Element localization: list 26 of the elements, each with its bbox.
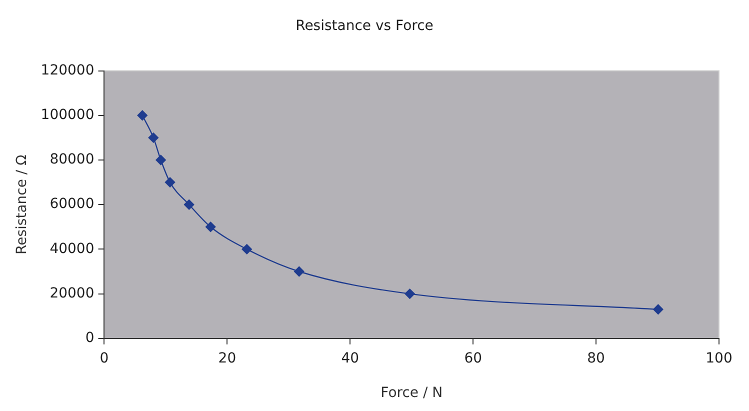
point — [137, 110, 148, 120]
point — [242, 244, 252, 254]
point — [294, 266, 304, 277]
point — [164, 177, 176, 188]
y-tick-label: 40000 — [50, 240, 94, 257]
point — [156, 154, 166, 166]
y-tick-label: 100000 — [40, 107, 94, 124]
chart-title: Resistance vs Force — [296, 18, 434, 34]
y-tick-label: 0 — [85, 330, 94, 346]
x-tick-label: 80 — [587, 350, 605, 366]
y-tick-label: 20000 — [50, 285, 94, 302]
x-tick-label: 60 — [464, 350, 482, 366]
point — [205, 222, 216, 232]
y-tick-label: 60000 — [50, 196, 94, 212]
x-tick-label: 0 — [100, 350, 109, 366]
point — [404, 288, 415, 299]
x-tick-label: 100 — [706, 350, 732, 366]
point — [184, 200, 194, 210]
y-tick-label: 80000 — [50, 152, 94, 168]
point — [148, 132, 159, 143]
point — [653, 304, 664, 315]
x-tick-label: 40 — [341, 350, 360, 366]
y-axis-title: Resistance / Ω — [14, 154, 30, 254]
x-tick-label: 20 — [218, 350, 236, 366]
y-tick-label: 120000 — [40, 62, 94, 78]
x-axis-title: Force / N — [380, 385, 443, 402]
